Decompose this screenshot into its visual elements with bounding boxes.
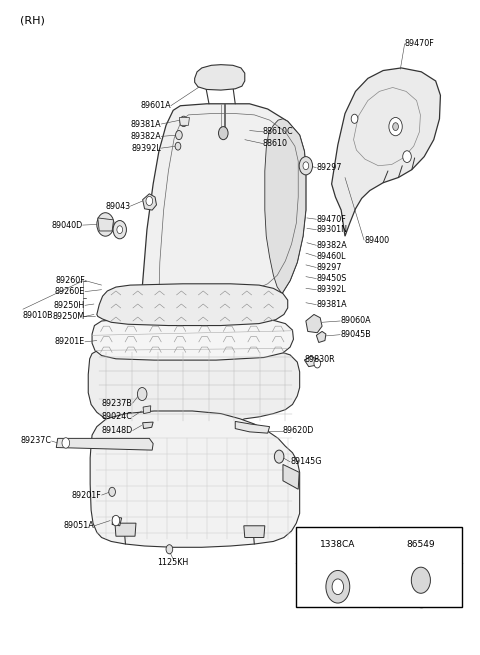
Polygon shape bbox=[90, 411, 300, 548]
Polygon shape bbox=[304, 356, 316, 367]
Text: 89237B: 89237B bbox=[102, 399, 132, 407]
Circle shape bbox=[102, 219, 109, 230]
Text: 89051A: 89051A bbox=[64, 521, 95, 531]
Text: 89460L: 89460L bbox=[316, 252, 346, 261]
Circle shape bbox=[403, 151, 411, 162]
Circle shape bbox=[180, 116, 188, 126]
Text: 89601A: 89601A bbox=[140, 102, 171, 110]
Text: 1338CA: 1338CA bbox=[320, 540, 356, 550]
Text: 89201E: 89201E bbox=[55, 337, 85, 346]
Bar bbox=[296, 527, 462, 607]
Polygon shape bbox=[143, 422, 153, 428]
Polygon shape bbox=[112, 517, 121, 526]
Text: 89382A: 89382A bbox=[316, 241, 347, 250]
Circle shape bbox=[62, 438, 70, 448]
Text: 1125KH: 1125KH bbox=[157, 558, 189, 567]
Text: 89400: 89400 bbox=[364, 236, 389, 244]
Text: 89250M: 89250M bbox=[53, 312, 85, 321]
Text: 88610: 88610 bbox=[263, 139, 288, 148]
Polygon shape bbox=[143, 194, 156, 210]
Polygon shape bbox=[265, 119, 306, 293]
Circle shape bbox=[166, 545, 173, 554]
Polygon shape bbox=[306, 314, 322, 333]
Text: 89297: 89297 bbox=[316, 163, 342, 172]
Text: 89450S: 89450S bbox=[316, 274, 347, 283]
Text: 89830R: 89830R bbox=[304, 355, 335, 364]
Text: 86549: 86549 bbox=[407, 540, 435, 550]
Polygon shape bbox=[56, 438, 153, 450]
Text: 89201F: 89201F bbox=[72, 491, 102, 500]
Text: 89392L: 89392L bbox=[132, 143, 161, 153]
Circle shape bbox=[176, 130, 182, 140]
Polygon shape bbox=[235, 421, 270, 433]
Circle shape bbox=[146, 196, 153, 206]
Polygon shape bbox=[244, 526, 265, 538]
Text: 89620D: 89620D bbox=[283, 426, 314, 435]
Circle shape bbox=[332, 579, 344, 595]
Polygon shape bbox=[97, 284, 288, 326]
Polygon shape bbox=[195, 65, 245, 90]
Text: 89060A: 89060A bbox=[340, 316, 371, 326]
Text: 89470F: 89470F bbox=[316, 215, 346, 224]
Polygon shape bbox=[140, 103, 306, 310]
Text: 89297: 89297 bbox=[316, 263, 342, 272]
Circle shape bbox=[97, 213, 114, 236]
Polygon shape bbox=[316, 331, 326, 343]
Text: 89392L: 89392L bbox=[316, 285, 346, 294]
Text: 89237C: 89237C bbox=[21, 436, 51, 445]
Text: 89045B: 89045B bbox=[340, 330, 371, 339]
Text: 89260F: 89260F bbox=[55, 276, 85, 285]
Circle shape bbox=[109, 487, 116, 496]
Text: 89470F: 89470F bbox=[405, 39, 434, 48]
Text: 89040D: 89040D bbox=[51, 221, 83, 230]
Circle shape bbox=[113, 221, 126, 239]
Circle shape bbox=[393, 122, 398, 130]
Text: 88610C: 88610C bbox=[263, 127, 294, 136]
Circle shape bbox=[314, 359, 321, 368]
Circle shape bbox=[351, 114, 358, 123]
Polygon shape bbox=[92, 318, 293, 360]
Circle shape bbox=[218, 126, 228, 140]
Circle shape bbox=[275, 450, 284, 463]
Text: 89301N: 89301N bbox=[316, 225, 348, 234]
Polygon shape bbox=[98, 218, 114, 231]
Text: 89010B: 89010B bbox=[23, 310, 53, 320]
Polygon shape bbox=[115, 523, 136, 536]
Text: 89381A: 89381A bbox=[316, 300, 347, 309]
Polygon shape bbox=[88, 347, 300, 429]
Circle shape bbox=[137, 388, 147, 401]
Text: 89250H: 89250H bbox=[54, 301, 85, 310]
Polygon shape bbox=[283, 464, 299, 489]
Text: 89145G: 89145G bbox=[290, 457, 322, 466]
Circle shape bbox=[411, 567, 431, 593]
Circle shape bbox=[326, 571, 350, 603]
Circle shape bbox=[389, 117, 402, 136]
Circle shape bbox=[299, 157, 312, 175]
Text: 89382A: 89382A bbox=[131, 132, 161, 141]
Circle shape bbox=[175, 142, 181, 150]
Text: 89381A: 89381A bbox=[131, 119, 161, 128]
Polygon shape bbox=[332, 68, 441, 236]
Circle shape bbox=[112, 515, 120, 526]
Text: 89148D: 89148D bbox=[101, 426, 132, 435]
Polygon shape bbox=[180, 117, 190, 125]
Circle shape bbox=[117, 226, 122, 234]
Polygon shape bbox=[143, 405, 151, 413]
Text: 89024C: 89024C bbox=[102, 413, 132, 421]
Circle shape bbox=[303, 162, 309, 170]
Text: 89043: 89043 bbox=[105, 202, 130, 211]
Text: (RH): (RH) bbox=[21, 16, 45, 26]
Text: 89260E: 89260E bbox=[55, 287, 85, 296]
